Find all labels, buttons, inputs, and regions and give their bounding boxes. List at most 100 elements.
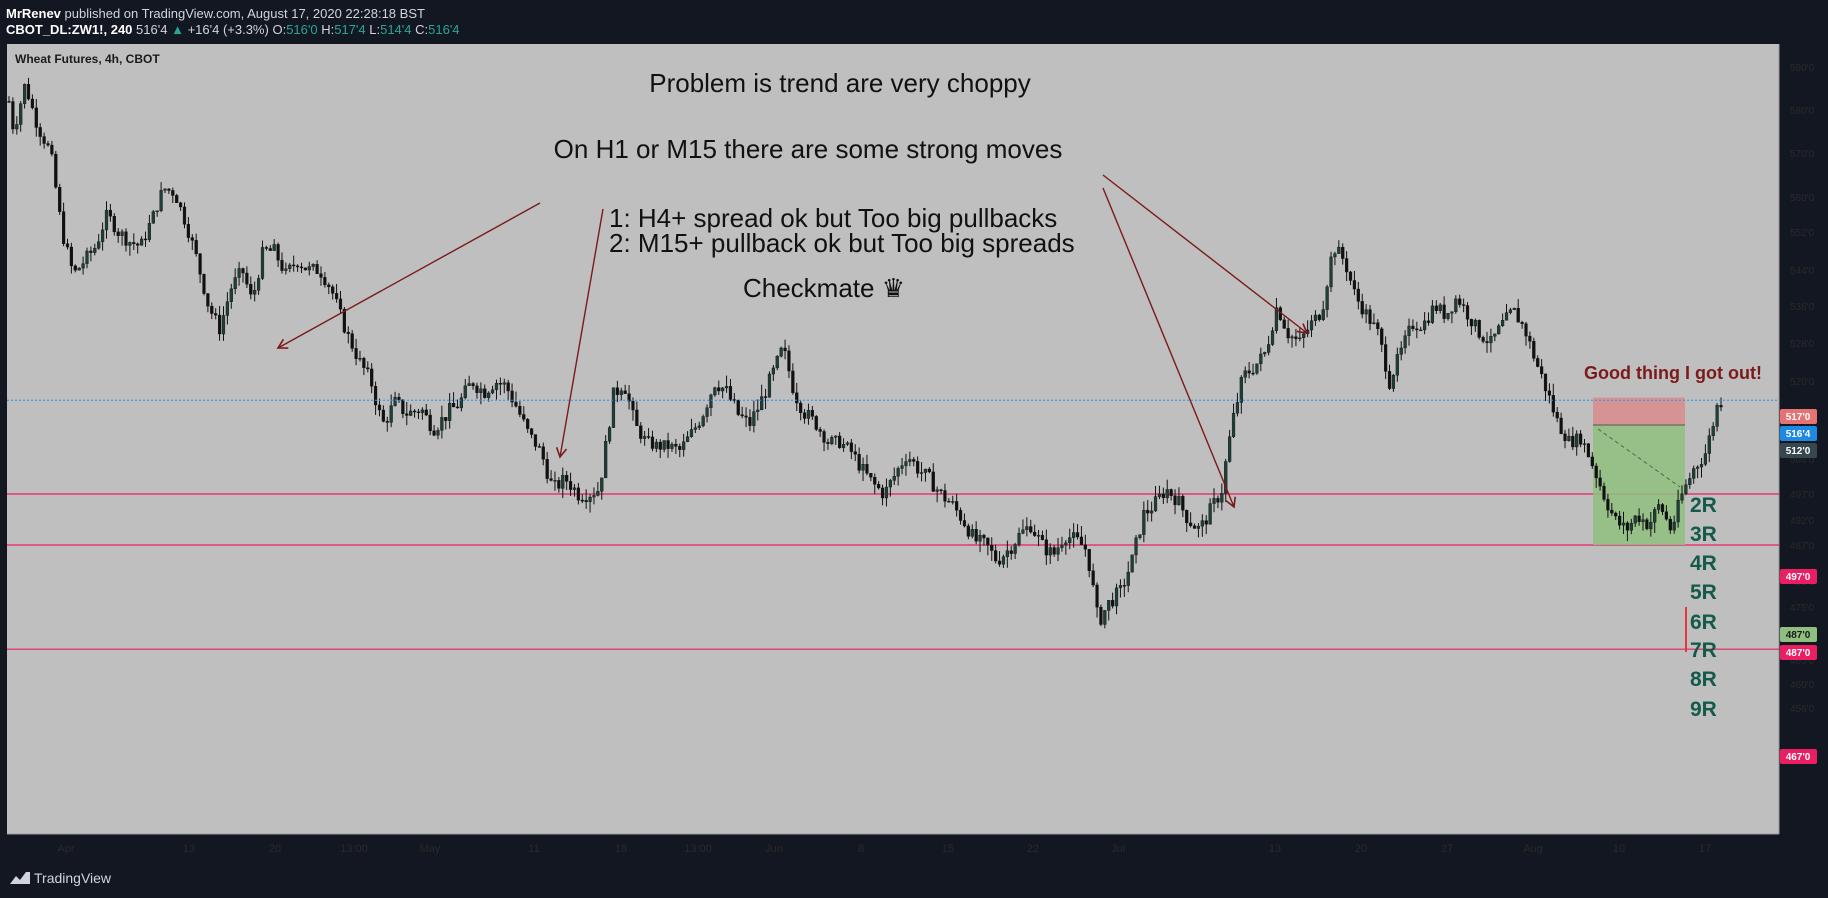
- candle: [1208, 498, 1212, 525]
- candle: [1606, 493, 1610, 518]
- candle: [104, 201, 109, 239]
- candle: [1426, 312, 1431, 326]
- x-tick-label: Jun: [765, 843, 783, 855]
- stop-zone[interactable]: [1593, 397, 1685, 426]
- candle: [338, 290, 343, 314]
- r-multiple-labels: 2R 3R 4R 5R 6R 7R 8R 9R: [1690, 494, 1717, 721]
- candle: [748, 409, 752, 432]
- candle: [588, 494, 592, 513]
- annotation-text[interactable]: Problem is trend are very choppy: [649, 68, 1031, 98]
- candle: [206, 293, 210, 313]
- candle: [1653, 507, 1657, 534]
- annotation-text[interactable]: 1: H4+ spread ok but Too big pullbacks: [609, 203, 1057, 233]
- candle: [873, 473, 877, 494]
- candle: [42, 132, 46, 149]
- candle: [139, 236, 144, 246]
- candle: [553, 471, 557, 491]
- brand-name[interactable]: TradingView: [34, 870, 112, 886]
- author-name[interactable]: MrRenev: [6, 6, 61, 21]
- candle: [373, 381, 378, 415]
- candle: [1153, 485, 1158, 512]
- x-tick-label: May: [420, 843, 441, 855]
- arrow-line[interactable]: [1102, 174, 1309, 335]
- candle: [260, 240, 265, 280]
- svg-text:512'0: 512'0: [1786, 446, 1811, 457]
- time-axis[interactable]: Apr 13 20 13:00 May 11 18 13:00 Jun 8 15 22 Jul 13 20 2…: [57, 843, 1711, 855]
- candle: [1489, 328, 1493, 353]
- candle: [1360, 293, 1364, 319]
- r-label[interactable]: 3R: [1690, 523, 1717, 546]
- candle: [346, 326, 350, 344]
- r-label[interactable]: 2R: [1690, 494, 1717, 517]
- candle: [1216, 495, 1220, 509]
- candle: [256, 274, 261, 295]
- candle: [264, 245, 268, 251]
- candle: [662, 440, 666, 453]
- candle: [1345, 251, 1349, 282]
- short-position-tool[interactable]: [1593, 397, 1685, 546]
- candle: [1567, 428, 1571, 442]
- candle: [955, 493, 959, 517]
- y-tick-label: 544'0: [1790, 266, 1815, 277]
- candle: [334, 283, 339, 303]
- x-tick-label: 13:00: [340, 843, 368, 855]
- arrow-line[interactable]: [1102, 187, 1237, 509]
- candle: [1512, 307, 1516, 311]
- r-label[interactable]: 6R: [1690, 611, 1717, 634]
- price-chart[interactable]: Wheat Futures, 4h, CBOT Problem is trend…: [0, 44, 1828, 860]
- candle: [303, 267, 307, 271]
- candle: [557, 477, 561, 493]
- candle: [284, 262, 288, 275]
- r-label[interactable]: 4R: [1690, 552, 1717, 575]
- candle: [1633, 514, 1637, 527]
- r-label[interactable]: 9R: [1690, 698, 1717, 721]
- candle: [1430, 299, 1435, 324]
- candle: [1025, 517, 1029, 537]
- price-tag: 497'0: [1780, 569, 1817, 584]
- candle: [1212, 488, 1216, 513]
- candle: [1114, 583, 1119, 615]
- candle: [810, 406, 814, 420]
- y-tick-label: 487'0: [1790, 541, 1815, 552]
- arrow-line[interactable]: [555, 208, 604, 459]
- r-label[interactable]: 7R: [1690, 639, 1717, 662]
- candle: [600, 477, 604, 500]
- candle: [783, 339, 787, 360]
- open-value: 516'0: [286, 22, 318, 37]
- candle: [1446, 313, 1450, 321]
- plot-area[interactable]: [7, 44, 1779, 834]
- annotation-text[interactable]: 2: M15+ pullback ok but Too big spreads: [609, 228, 1075, 258]
- r-label[interactable]: 8R: [1690, 668, 1717, 691]
- tradingview-logo-icon[interactable]: [10, 870, 30, 886]
- arrow-line[interactable]: [276, 202, 541, 349]
- candle: [877, 481, 881, 490]
- candle: [1286, 319, 1290, 344]
- candle: [323, 272, 327, 288]
- candle: [627, 385, 631, 410]
- annotation-text[interactable]: Good thing I got out!: [1584, 363, 1762, 383]
- candle: [494, 379, 499, 400]
- y-tick-label: 590'0: [1790, 63, 1815, 74]
- candle: [658, 439, 662, 459]
- candle: [202, 273, 206, 296]
- candle: [572, 484, 577, 497]
- candle: [997, 551, 1002, 567]
- r-label[interactable]: 5R: [1690, 581, 1717, 604]
- candle: [1134, 535, 1138, 564]
- candle: [1711, 422, 1715, 441]
- price-tag: 512'0: [1780, 443, 1817, 458]
- candle: [974, 521, 978, 545]
- candle: [319, 266, 323, 286]
- candle: [1040, 530, 1045, 541]
- candle: [728, 378, 733, 402]
- symbol-label[interactable]: CBOT_DL:ZW1!, 240: [6, 22, 133, 37]
- x-tick-label: 13: [183, 843, 195, 855]
- candle: [1586, 443, 1591, 458]
- candle: [986, 537, 990, 556]
- candle: [1555, 407, 1559, 423]
- candle: [791, 363, 795, 395]
- annotation-text[interactable]: On H1 or M15 there are some strong moves: [554, 134, 1063, 164]
- x-tick-label: Jul: [1111, 843, 1125, 855]
- x-tick-label: 10: [1613, 843, 1625, 855]
- annotation-text[interactable]: Checkmate ♛: [743, 273, 905, 303]
